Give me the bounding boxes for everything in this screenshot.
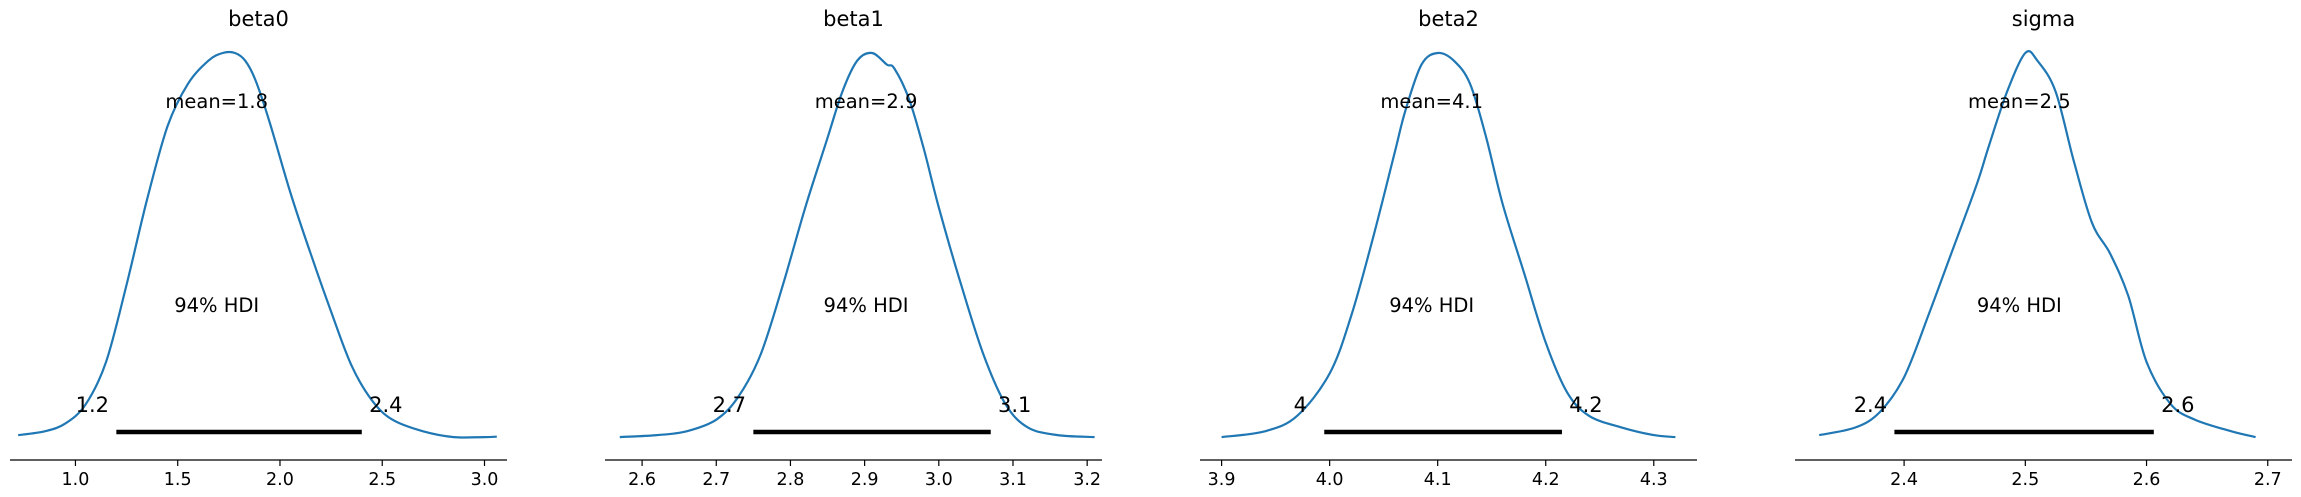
hdi-label: 94% HDI [1389, 294, 1474, 317]
hdi-low-label: 2.7 [713, 393, 746, 417]
hdi-high-label: 2.6 [2161, 393, 2194, 417]
posterior-panel-beta1: beta1 2.6 2.7 2.8 2.9 3.0 3.1 3.2 2.7 3.1 mean=2.9… [605, 7, 1102, 490]
panel-title: sigma [2012, 7, 2075, 31]
x-tick-label: 1.5 [164, 470, 192, 490]
hdi-low-label: 2.4 [1854, 393, 1887, 417]
x-tick-label: 3.9 [1208, 470, 1236, 490]
point-estimate-label: mean=2.5 [1968, 90, 2071, 113]
x-tick-label: 2.5 [2011, 470, 2039, 490]
x-tick-label: 2.6 [628, 470, 656, 490]
panel-title: beta2 [1418, 7, 1479, 31]
x-tick-label: 4.1 [1424, 470, 1452, 490]
x-tick-label: 3.0 [471, 470, 499, 490]
x-tick-label: 3.2 [1073, 470, 1101, 490]
point-estimate-label: mean=1.8 [165, 90, 268, 113]
density-curve [619, 51, 1095, 439]
x-tick-label: 2.7 [702, 470, 730, 490]
x-tick-label: 2.4 [1890, 470, 1918, 490]
x-tick-label: 2.9 [851, 470, 879, 490]
hdi-label: 94% HDI [824, 294, 909, 317]
x-tick-label: 4.3 [1640, 470, 1668, 490]
posterior-panel-beta0: beta0 1.0 1.5 2.0 2.5 3.0 1.2 2.4 mean=1.8 94% HD… [10, 7, 507, 490]
x-tick-label: 2.8 [777, 470, 805, 490]
density-curve [1221, 51, 1676, 439]
x-tick-label: 4.0 [1316, 470, 1344, 490]
x-tick-label: 4.2 [1532, 470, 1560, 490]
x-tick-label: 1.0 [62, 470, 90, 490]
panel-title: beta1 [823, 7, 884, 31]
hdi-high-label: 4.2 [1569, 393, 1602, 417]
density-curve [18, 50, 497, 439]
x-tick-label: 3.1 [999, 470, 1027, 490]
density-curve [1818, 50, 2256, 439]
point-estimate-label: mean=2.9 [815, 90, 918, 113]
hdi-low-label: 4 [1294, 393, 1307, 417]
posterior-panel-sigma: sigma 2.4 2.5 2.6 2.7 2.4 2.6 mean=2.5 94% HDI [1795, 7, 2292, 490]
x-tick-label: 3.0 [925, 470, 953, 490]
point-estimate-label: mean=4.1 [1380, 90, 1483, 113]
x-tick-label: 2.6 [2133, 470, 2161, 490]
x-tick-label: 2.5 [368, 470, 396, 490]
hdi-high-label: 3.1 [998, 393, 1031, 417]
x-tick-label: 2.0 [266, 470, 294, 490]
hdi-low-label: 1.2 [76, 393, 109, 417]
x-tick-label: 2.7 [2254, 470, 2282, 490]
posterior-panel-beta2: beta2 3.9 4.0 4.1 4.2 4.3 4 4.2 mean=4.1 94% HDI [1200, 7, 1697, 490]
hdi-high-label: 2.4 [369, 393, 402, 417]
hdi-label: 94% HDI [174, 294, 259, 317]
panel-title: beta0 [228, 7, 289, 31]
hdi-label: 94% HDI [1977, 294, 2062, 317]
